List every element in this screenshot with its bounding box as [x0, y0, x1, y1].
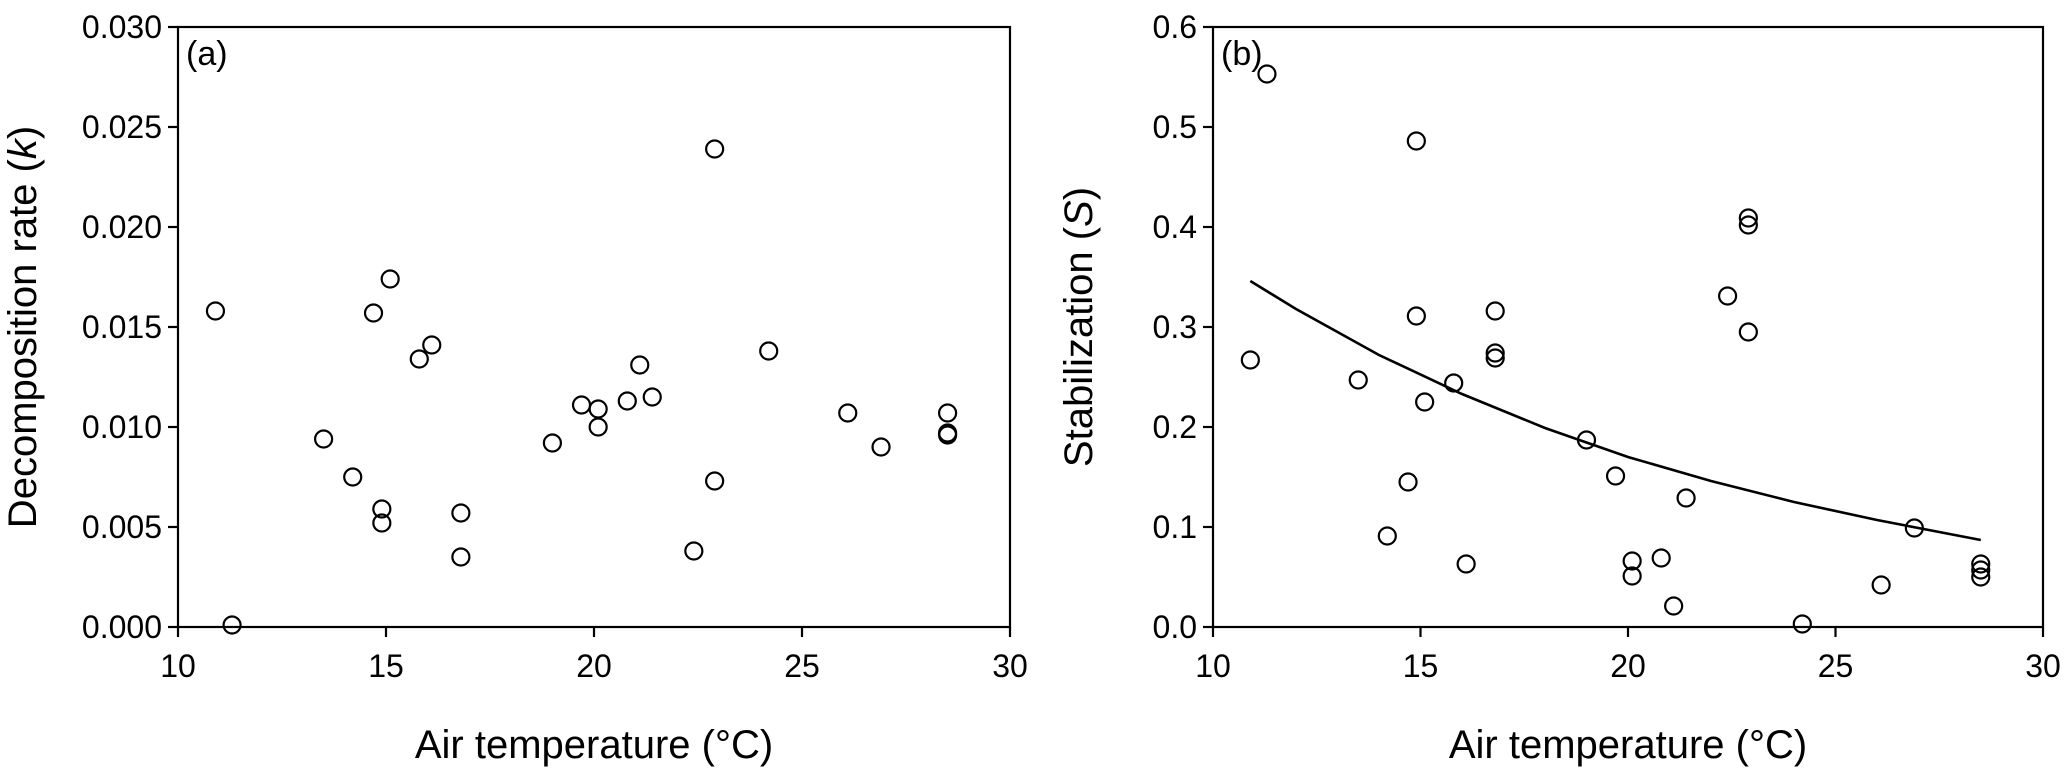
data-point [642, 387, 662, 407]
data-point [314, 429, 334, 449]
fit-curve [1249, 279, 1982, 542]
data-point [1971, 554, 1991, 574]
x-tick-label: 10 [1195, 648, 1231, 684]
x-tick-label: 20 [576, 648, 612, 684]
data-point [630, 355, 650, 375]
panel-label: (b) [1221, 35, 1263, 73]
y-tick-label: 0.6 [1153, 9, 1197, 45]
y-axis-title-prefix: Stabilization ( [1057, 226, 1101, 467]
data-point [1738, 215, 1758, 235]
y-tick-label: 0.000 [82, 609, 162, 645]
data-point [1415, 392, 1435, 412]
data-point [1622, 566, 1642, 586]
data-point [1971, 567, 1991, 587]
panel-b-stabilization: 10 15 20 25 30 0.0 0.1 0.2 0.3 0.4 0.5 0.6 (b) Air te… [1057, 9, 2061, 767]
y-tick-label: 0.4 [1153, 209, 1197, 245]
x-tick-label: 20 [1610, 648, 1646, 684]
data-point [759, 341, 779, 361]
data-point [1904, 518, 1924, 538]
data-point [451, 503, 471, 523]
data-point [838, 403, 858, 423]
data-point [1738, 322, 1758, 342]
y-tick-label: 0.1 [1153, 509, 1197, 545]
x-axis-title: Air temperature (°C) [1449, 723, 1807, 767]
y-axis-title-prefix: Decomposition rate ( [1, 158, 45, 528]
y-tick-label: 0.3 [1153, 309, 1197, 345]
x-axis-title: Air temperature (°C) [415, 723, 773, 767]
data-point [380, 269, 400, 289]
plot-frame [1211, 25, 2045, 629]
data-point [1871, 575, 1891, 595]
y-axis-title-suffix: ) [1, 126, 45, 139]
data-point [684, 541, 704, 561]
data-point [617, 391, 637, 411]
panel-a-decomposition-rate: 10 15 20 25 30 0.000 0.005 0.010 0.015 0.020 0.025… [1, 9, 1028, 767]
data-point [372, 499, 392, 519]
x-tick-label: 30 [992, 648, 1028, 684]
data-point [1971, 560, 1991, 580]
y-axis-title-suffix: ) [1057, 187, 1101, 200]
data-point [451, 547, 471, 567]
y-tick-label: 0.015 [82, 309, 162, 345]
x-tick-label: 25 [784, 648, 820, 684]
data-point [1240, 350, 1260, 370]
data-point [1622, 551, 1642, 571]
panel-label: (a) [186, 35, 228, 73]
data-point [1456, 554, 1476, 574]
data-point [705, 139, 725, 159]
x-tick-label: 15 [1403, 648, 1439, 684]
y-tick-label: 0.2 [1153, 409, 1197, 445]
x-tick-label: 25 [1818, 648, 1854, 684]
data-point [1717, 286, 1738, 306]
data-point [1676, 488, 1696, 508]
data-point [1377, 526, 1397, 546]
y-tick-label: 0.030 [82, 9, 162, 45]
data-point [937, 425, 958, 445]
y-tick-label: 0.025 [82, 109, 162, 145]
data-point [705, 471, 725, 491]
data-point [1792, 614, 1812, 634]
data-point [571, 395, 592, 415]
y-axis-title: Stabilization (S) [1057, 187, 1101, 467]
data-point [871, 437, 891, 457]
data-point [937, 403, 958, 423]
data-point [1485, 343, 1505, 363]
data-point [363, 303, 384, 323]
data-point [1651, 548, 1671, 568]
data-point [1664, 596, 1684, 616]
data-point [205, 301, 226, 321]
data-point [372, 513, 392, 533]
data-point [1398, 472, 1418, 492]
y-tick-label: 0.0 [1153, 609, 1197, 645]
data-point [1738, 208, 1758, 228]
data-point [588, 417, 608, 437]
data-point [1406, 306, 1426, 326]
y-tick-label: 0.5 [1153, 109, 1197, 145]
y-tick-label: 0.005 [82, 509, 162, 545]
data-point [1257, 64, 1277, 84]
y-axis-title-variable: k [1, 137, 45, 159]
x-tick-label: 10 [160, 648, 196, 684]
y-axis-title-variable: S [1057, 200, 1101, 227]
data-point [1444, 373, 1464, 393]
data-point [1406, 131, 1426, 151]
data-point [588, 399, 608, 419]
data-point [222, 615, 242, 635]
x-tick-label: 30 [2025, 648, 2061, 684]
data-point [422, 335, 442, 355]
data-point [409, 349, 429, 369]
data-point [1605, 466, 1626, 486]
data-point [343, 467, 363, 487]
data-point [1348, 370, 1368, 390]
data-point [1485, 301, 1505, 321]
x-tick-label: 15 [368, 648, 404, 684]
y-tick-label: 0.010 [82, 409, 162, 445]
y-axis-title: Decomposition rate (k) [1, 126, 45, 528]
data-point [1576, 430, 1597, 450]
data-point [1485, 348, 1505, 368]
data-point [542, 433, 563, 453]
plot-frame [176, 25, 1012, 629]
y-tick-label: 0.020 [82, 209, 162, 245]
